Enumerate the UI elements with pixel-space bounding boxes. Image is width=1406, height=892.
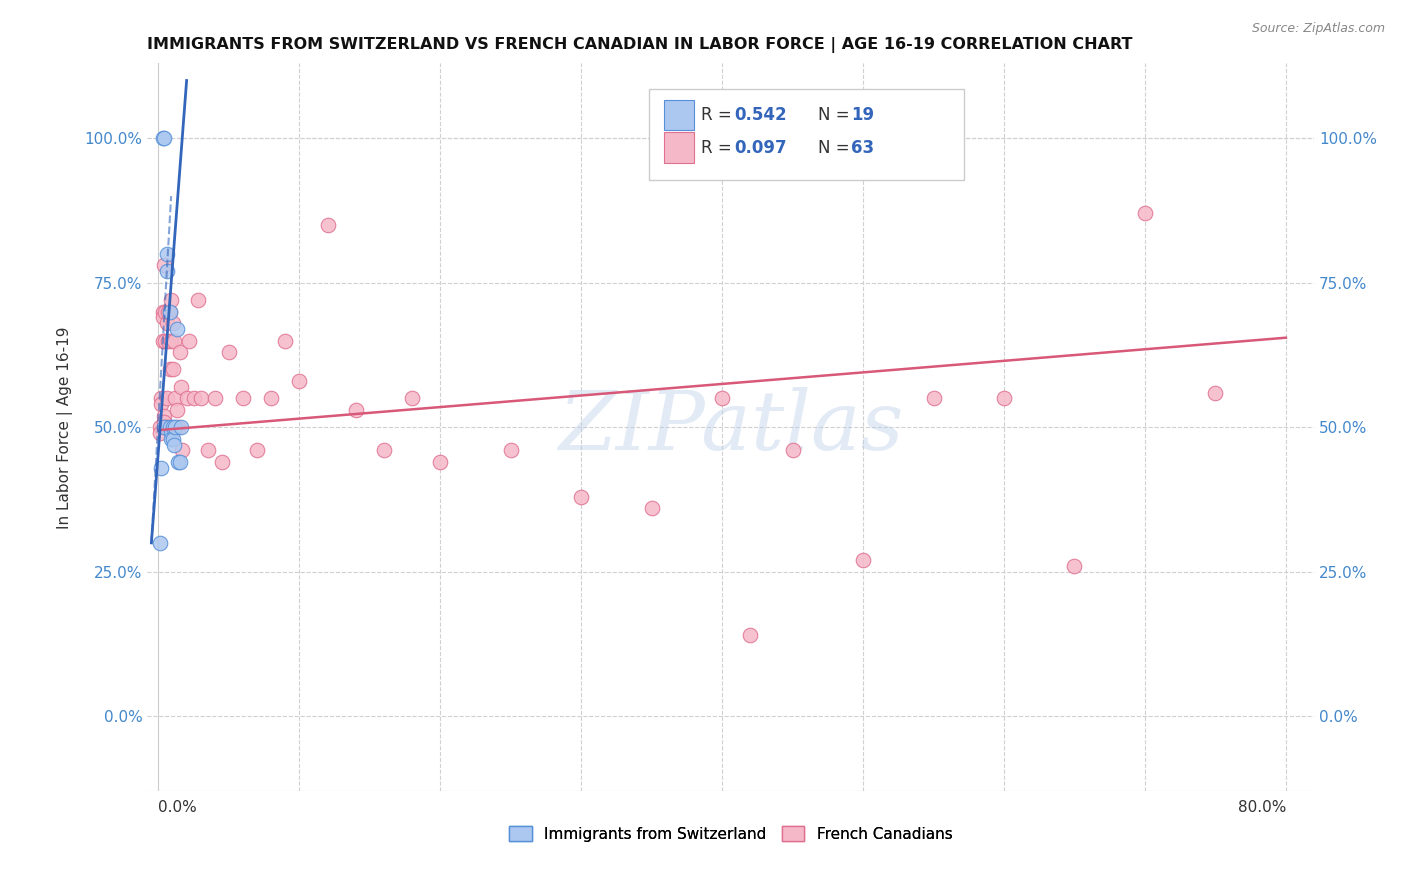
Point <box>183 392 205 406</box>
Point <box>176 392 198 406</box>
Point <box>162 362 184 376</box>
Point <box>1063 559 1085 574</box>
Text: R =: R = <box>702 138 737 157</box>
Point <box>740 628 762 642</box>
Text: ZIPatlas: ZIPatlas <box>558 387 904 467</box>
Point <box>711 392 734 406</box>
Point <box>159 420 181 434</box>
Point <box>152 304 174 318</box>
Point <box>204 392 226 406</box>
Point <box>153 420 176 434</box>
Point <box>373 443 395 458</box>
Point <box>155 420 177 434</box>
Point <box>169 455 191 469</box>
Point <box>179 334 201 348</box>
Text: 80.0%: 80.0% <box>1237 800 1286 815</box>
Point <box>150 460 173 475</box>
Text: 19: 19 <box>851 106 875 124</box>
Point <box>153 409 176 423</box>
Point <box>153 415 176 429</box>
Point <box>160 432 183 446</box>
Point <box>150 397 173 411</box>
Point <box>852 553 875 567</box>
Point <box>155 304 177 318</box>
Point <box>159 304 181 318</box>
Point <box>316 218 339 232</box>
Point <box>156 392 179 406</box>
Point <box>993 392 1015 406</box>
Y-axis label: In Labor Force | Age 16-19: In Labor Force | Age 16-19 <box>58 326 73 529</box>
Point <box>160 334 183 348</box>
Point <box>187 293 209 307</box>
Point <box>172 443 194 458</box>
Point <box>1204 385 1226 400</box>
Point <box>232 392 254 406</box>
FancyBboxPatch shape <box>650 88 965 179</box>
Point <box>401 392 423 406</box>
Point <box>163 334 186 348</box>
Point <box>162 316 184 330</box>
Point <box>153 259 176 273</box>
Point <box>165 420 187 434</box>
Point <box>156 247 179 261</box>
Point <box>162 432 184 446</box>
Point <box>152 334 174 348</box>
Point <box>260 392 283 406</box>
Point <box>169 345 191 359</box>
Point <box>165 392 187 406</box>
Point <box>167 420 190 434</box>
Point <box>159 304 181 318</box>
Point <box>1133 206 1156 220</box>
Text: 0.542: 0.542 <box>734 106 787 124</box>
Text: N =: N = <box>818 138 855 157</box>
Point <box>166 322 188 336</box>
Point <box>157 304 180 318</box>
Point <box>152 310 174 325</box>
Point <box>922 392 945 406</box>
Text: 0.097: 0.097 <box>734 138 787 157</box>
Point <box>156 264 179 278</box>
Point <box>156 316 179 330</box>
Point <box>162 420 184 434</box>
Text: N =: N = <box>818 106 855 124</box>
Point <box>190 392 212 406</box>
Point <box>152 131 174 145</box>
FancyBboxPatch shape <box>664 100 695 130</box>
Text: 63: 63 <box>851 138 875 157</box>
Point <box>344 403 367 417</box>
Point <box>641 501 664 516</box>
Point <box>153 131 176 145</box>
Point <box>569 490 592 504</box>
Point <box>218 345 240 359</box>
FancyBboxPatch shape <box>664 132 695 163</box>
Point <box>288 374 311 388</box>
Point <box>156 420 179 434</box>
Point <box>274 334 297 348</box>
Text: 0.0%: 0.0% <box>159 800 197 815</box>
Point <box>429 455 451 469</box>
Point <box>160 293 183 307</box>
Point <box>246 443 269 458</box>
Point <box>166 403 188 417</box>
Text: Source: ZipAtlas.com: Source: ZipAtlas.com <box>1251 22 1385 36</box>
Point <box>160 425 183 440</box>
Point <box>170 420 193 434</box>
Point <box>157 334 180 348</box>
Point <box>782 443 804 458</box>
Point <box>155 334 177 348</box>
Legend: Immigrants from Switzerland, French Canadians: Immigrants from Switzerland, French Cana… <box>501 818 960 849</box>
Point <box>163 437 186 451</box>
Point <box>170 380 193 394</box>
Text: R =: R = <box>702 106 737 124</box>
Text: IMMIGRANTS FROM SWITZERLAND VS FRENCH CANADIAN IN LABOR FORCE | AGE 16-19 CORREL: IMMIGRANTS FROM SWITZERLAND VS FRENCH CA… <box>148 37 1133 54</box>
Point <box>211 455 233 469</box>
Point <box>197 443 219 458</box>
Point <box>150 392 173 406</box>
Point <box>167 455 190 469</box>
Point <box>159 362 181 376</box>
Point <box>149 536 172 550</box>
Point <box>149 420 172 434</box>
Point <box>499 443 522 458</box>
Point <box>149 425 172 440</box>
